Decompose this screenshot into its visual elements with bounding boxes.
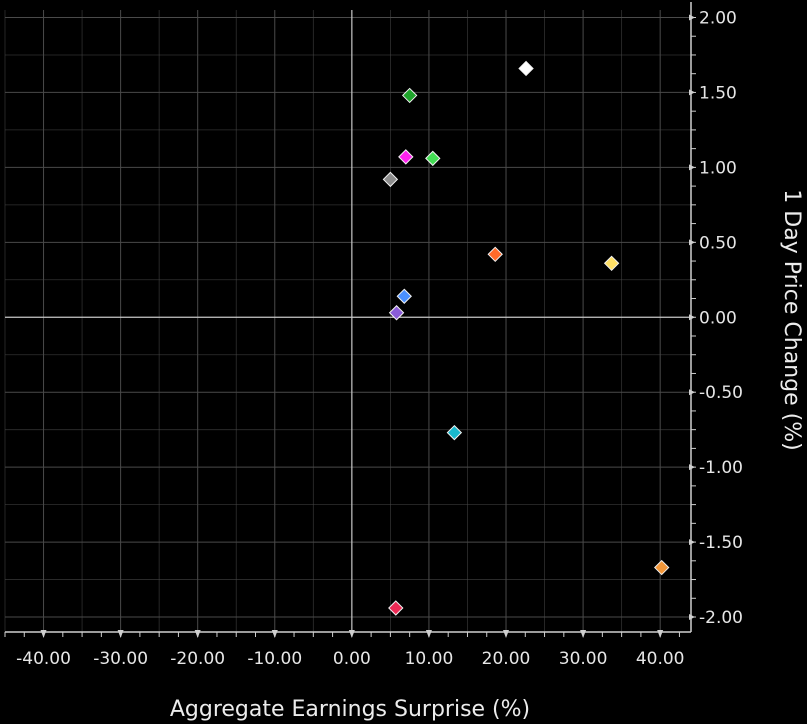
x-major-tick: [503, 630, 510, 638]
x-tick-label: 20.00: [482, 649, 531, 669]
x-major-tick: [271, 630, 278, 638]
x-tick-label: -40.00: [16, 649, 71, 669]
y-major-tick: [689, 89, 695, 96]
tick-labels: 2.00 1.50 1.00 0.50 0.00 -0.50 -1.00 -1.50 -2.00…: [16, 8, 743, 669]
data-point: [487, 246, 503, 263]
y-axis-title: 1 Day Price Change (%): [779, 189, 804, 450]
x-major-tick: [348, 630, 355, 638]
x-tick-label: -20.00: [170, 649, 225, 669]
x-tick-label: -30.00: [93, 649, 148, 669]
y-tick-label: 2.00: [699, 8, 737, 28]
y-tick-label: 1.50: [699, 83, 737, 103]
y-major-tick: [689, 314, 695, 321]
x-tick-label: 40.00: [636, 649, 685, 669]
data-point: [382, 171, 399, 188]
data-point: [401, 87, 418, 104]
x-major-tick: [580, 630, 587, 638]
x-major-tick: [194, 630, 201, 638]
x-tick-label: 10.00: [405, 649, 454, 669]
y-major-tick: [689, 239, 695, 246]
data-point: [398, 149, 414, 165]
data-point: [603, 255, 620, 272]
y-tick-label: 0.50: [699, 233, 737, 253]
data-point: [654, 559, 670, 576]
data-point: [518, 60, 534, 77]
data-point: [388, 305, 405, 321]
y-major-tick: [689, 539, 695, 546]
x-major-tick: [425, 630, 432, 638]
y-major-tick: [689, 389, 695, 396]
x-axis-title: Aggregate Earnings Surprise (%): [170, 697, 530, 722]
data-point: [425, 150, 441, 167]
data-point: [396, 288, 412, 304]
x-tick-label: 0.00: [333, 649, 371, 669]
data-point: [446, 424, 463, 441]
y-major-tick: [689, 14, 695, 21]
y-major-tick: [689, 614, 695, 621]
y-major-tick: [689, 164, 695, 171]
y-tick-label: -0.50: [699, 383, 743, 403]
y-tick-label: -2.00: [699, 608, 743, 628]
axes: [4, 2, 696, 638]
x-major-tick: [40, 630, 47, 638]
data-point: [388, 600, 404, 616]
x-tick-label: 30.00: [559, 649, 608, 669]
x-major-tick: [117, 630, 124, 638]
y-tick-label: 1.00: [699, 158, 737, 178]
y-major-tick: [689, 464, 695, 471]
grid-lines: [4, 10, 691, 632]
y-tick-label: 0.00: [699, 308, 737, 328]
x-major-tick: [657, 630, 664, 638]
x-tick-label: -10.00: [247, 649, 302, 669]
data-points: [382, 60, 670, 616]
y-tick-label: -1.00: [699, 458, 743, 478]
y-tick-label: -1.50: [699, 533, 743, 553]
